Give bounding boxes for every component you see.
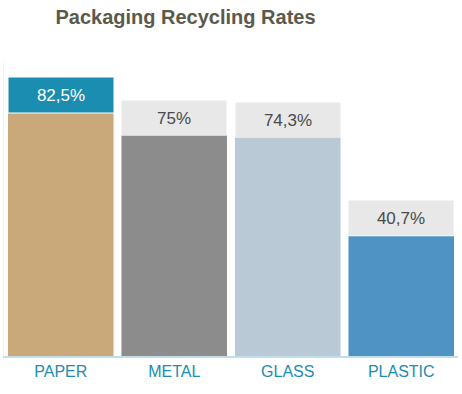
- svg-text:METAL: METAL: [148, 363, 200, 380]
- svg-text:PLASTIC: PLASTIC: [368, 363, 435, 380]
- svg-text:PAPER: PAPER: [34, 363, 87, 380]
- svg-text:74,3%: 74,3%: [264, 111, 312, 130]
- svg-text:75%: 75%: [157, 109, 191, 128]
- svg-text:82,5%: 82,5%: [37, 86, 85, 105]
- svg-text:40,7%: 40,7%: [377, 209, 425, 228]
- svg-text:Packaging Recycling Rates: Packaging Recycling Rates: [55, 6, 315, 28]
- svg-text:GLASS: GLASS: [261, 363, 314, 380]
